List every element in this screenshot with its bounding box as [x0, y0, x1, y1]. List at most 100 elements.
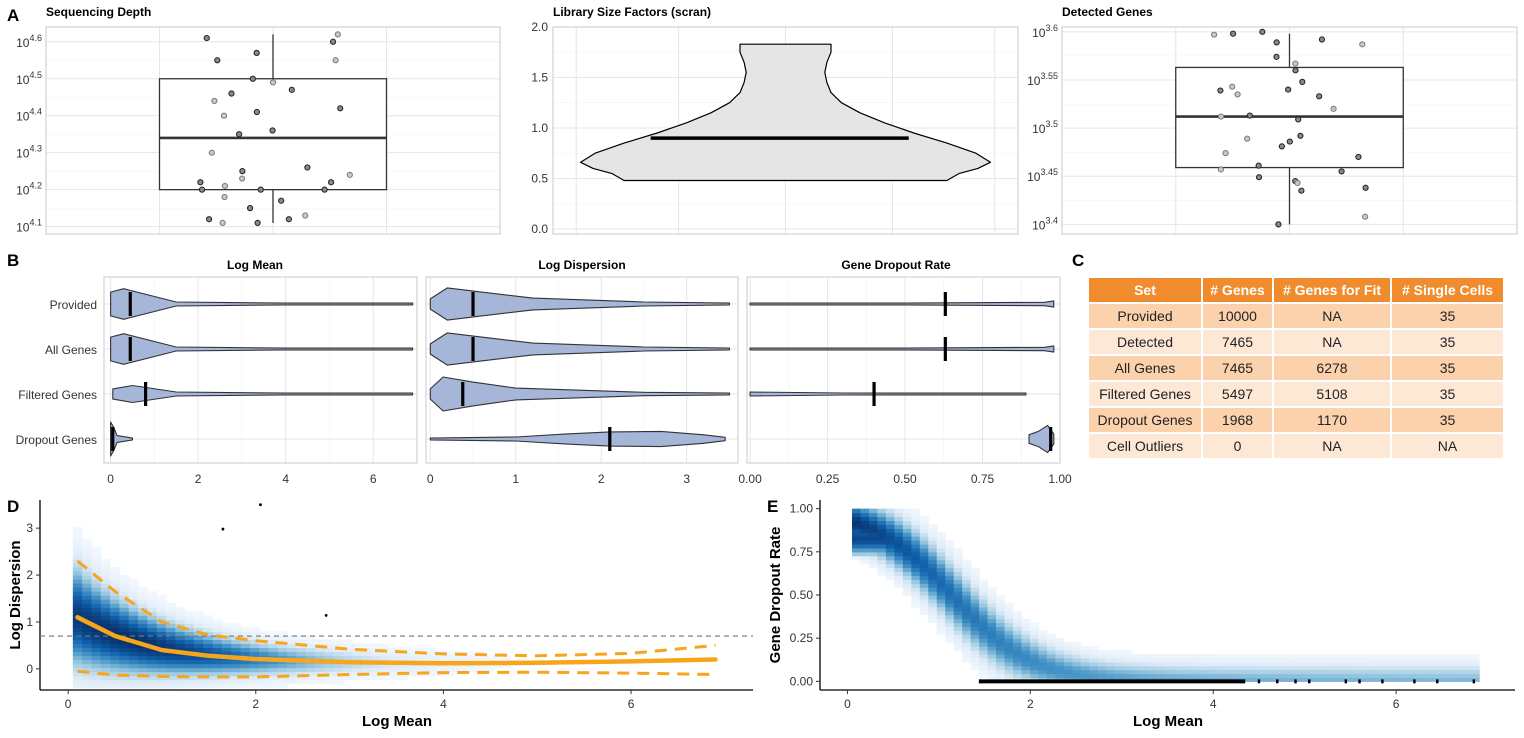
density-tile	[119, 627, 130, 632]
density-tile	[1089, 665, 1099, 671]
density-tile	[1394, 665, 1404, 671]
density-tile	[885, 567, 895, 573]
density-tile	[902, 547, 912, 553]
density-tile	[1063, 657, 1073, 663]
density-tile	[1462, 665, 1472, 671]
density-tile	[147, 611, 158, 616]
density-tile	[315, 651, 325, 657]
density-tile	[193, 623, 204, 628]
density-tile	[240, 659, 251, 665]
density-tile	[970, 622, 980, 628]
density-tile	[287, 643, 297, 649]
density-tile	[894, 579, 904, 584]
density-tile	[962, 571, 972, 576]
y-tick-label: 104.3	[16, 144, 42, 161]
data-point	[249, 75, 256, 82]
density-tile	[1190, 673, 1201, 679]
density-tile	[902, 543, 912, 549]
density-tile	[1360, 677, 1370, 682]
density-tile	[1453, 665, 1463, 671]
data-point	[1285, 86, 1292, 93]
density-tile	[1207, 669, 1217, 675]
density-tile	[268, 683, 279, 689]
violin-shape	[112, 384, 414, 404]
density-tile	[352, 675, 363, 681]
density-tile	[902, 520, 912, 525]
density-tiles	[72, 526, 521, 689]
density-tile	[1004, 649, 1014, 655]
density-tile	[1063, 653, 1073, 659]
data-point	[1286, 138, 1293, 145]
density-tile	[110, 659, 121, 665]
data-point	[1211, 31, 1218, 38]
data-point	[203, 34, 210, 42]
density-tile	[894, 536, 904, 541]
density-tile	[1233, 665, 1243, 671]
density-tile	[1419, 661, 1429, 667]
density-tile	[156, 675, 167, 681]
density-tile	[1411, 677, 1421, 682]
data-point	[1355, 153, 1362, 161]
density-tile	[1233, 673, 1243, 679]
density-tile	[1292, 657, 1302, 663]
density-tile	[911, 591, 921, 596]
density-tile	[979, 595, 989, 600]
density-tile	[72, 675, 83, 681]
density-tile	[119, 663, 130, 669]
density-tile	[100, 675, 111, 681]
density-tile	[1038, 646, 1048, 651]
density-tile	[436, 667, 447, 673]
density-tile	[156, 595, 167, 600]
density-tile	[919, 520, 929, 525]
density-tile	[184, 683, 195, 689]
zero-dropout-point	[1358, 679, 1361, 684]
density-tile	[82, 558, 93, 564]
density-tile	[119, 595, 130, 600]
density-tile	[212, 667, 223, 673]
density-tile	[962, 567, 972, 573]
density-tile	[962, 614, 972, 620]
x-tick-label: 0.00	[738, 472, 762, 486]
density-tile	[1250, 661, 1260, 667]
density-tile	[128, 663, 139, 669]
density-tile	[1021, 661, 1031, 667]
density-tile	[970, 661, 980, 667]
density-tile	[82, 659, 93, 665]
density-tile	[1055, 638, 1065, 643]
density-tile	[1309, 653, 1319, 659]
data-point	[1217, 166, 1225, 173]
density-tile	[945, 571, 955, 576]
density-tile	[868, 551, 879, 557]
density-tile	[928, 579, 938, 584]
density-tile	[919, 575, 929, 580]
density-tile	[1436, 661, 1446, 667]
density-tile	[138, 651, 148, 657]
density-tile	[119, 683, 130, 689]
density-tile	[979, 634, 989, 639]
table-cell: NA	[1273, 329, 1392, 356]
density-tile	[1029, 653, 1040, 659]
density-tile	[128, 587, 139, 592]
y-tick-label: 0.50	[790, 588, 814, 602]
density-tile	[315, 663, 325, 669]
density-tile	[902, 540, 912, 545]
density-tile	[231, 639, 242, 645]
density-tile	[380, 643, 391, 649]
density-tile	[962, 575, 972, 580]
density-tile	[128, 675, 139, 681]
density-tile	[259, 663, 270, 669]
density-tile	[1394, 657, 1404, 663]
density-tile	[110, 599, 121, 604]
density-tile	[970, 630, 980, 635]
data-point	[257, 186, 264, 193]
density-tile	[919, 591, 929, 596]
density-tile	[138, 623, 148, 628]
density-tile	[91, 599, 102, 604]
density-tile	[1428, 665, 1438, 671]
density-tile	[147, 631, 158, 636]
density-tile	[305, 679, 316, 685]
density-tile	[911, 528, 921, 533]
density-tile	[902, 551, 912, 557]
density-tile	[370, 675, 381, 681]
